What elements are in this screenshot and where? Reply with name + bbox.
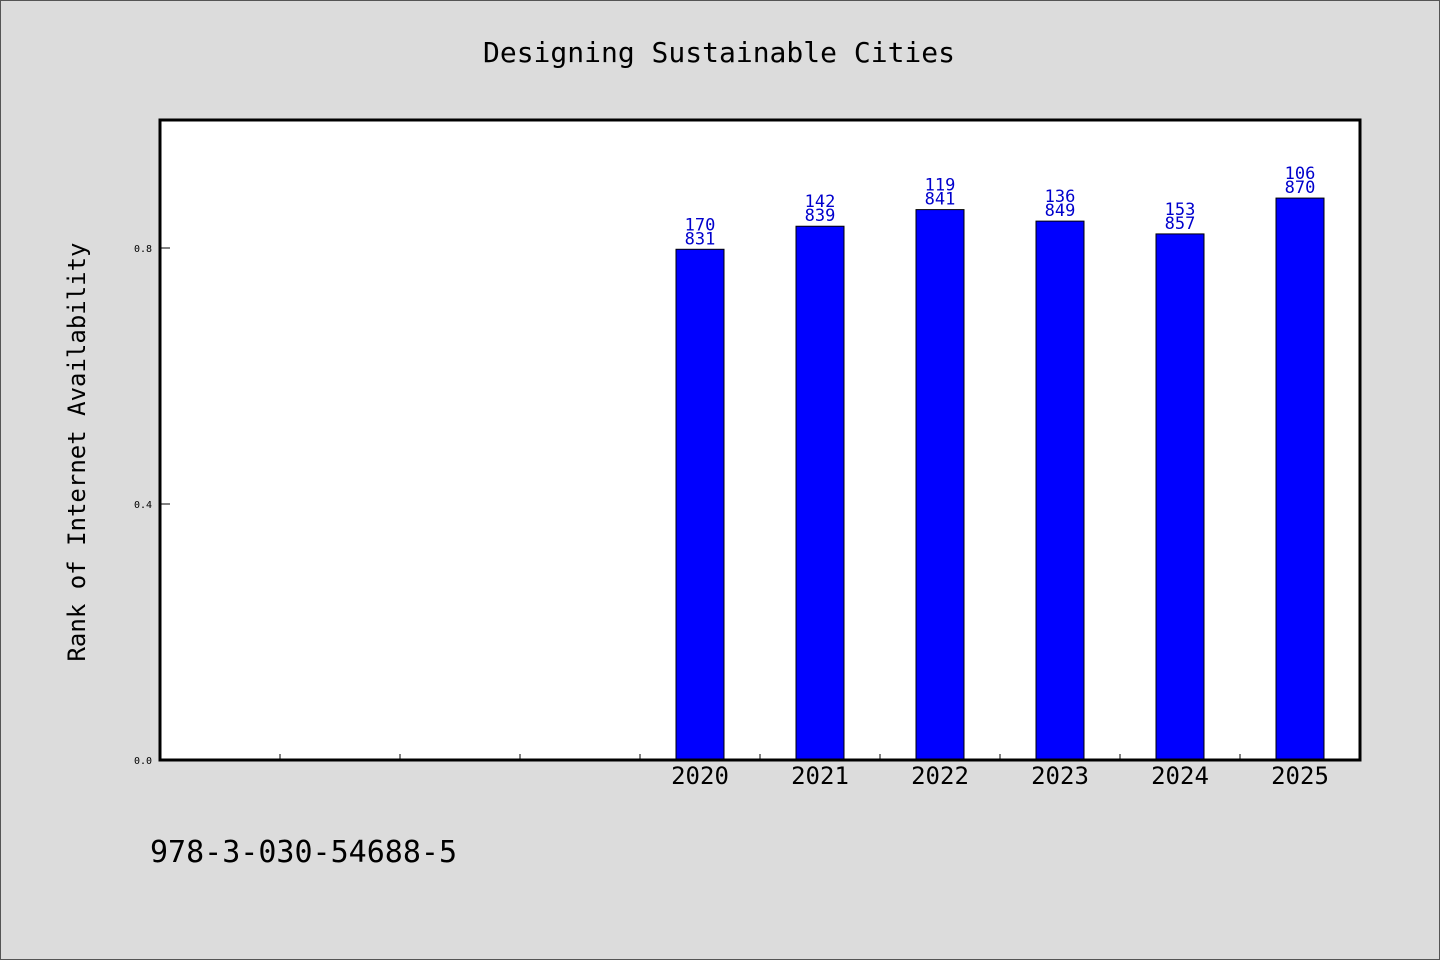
data-label-top: 153 xyxy=(1165,200,1196,220)
x-tick-label: 2023 xyxy=(1031,762,1089,790)
bar-2023 xyxy=(1035,220,1085,761)
bar-2021 xyxy=(795,225,845,761)
data-label-top: 170 xyxy=(685,215,716,235)
chart-title: Designing Sustainable Cities xyxy=(483,36,955,69)
x-axis: 2020 2021 2022 2023 2024 2025 xyxy=(279,754,1329,790)
data-label-bottom: 870 xyxy=(1285,178,1316,198)
x-tick-label: 2022 xyxy=(911,762,969,790)
data-label-bottom: 849 xyxy=(1045,201,1076,221)
bar-2024 xyxy=(1155,233,1205,761)
plot-border xyxy=(158,118,1362,762)
y-tick-label: 0.4 xyxy=(134,500,152,511)
y-axis-label: Rank of Internet Availability xyxy=(63,242,91,661)
bar-2022 xyxy=(915,209,965,761)
data-label-top: 119 xyxy=(925,176,956,196)
data-label-bottom: 841 xyxy=(925,190,956,210)
data-label-top: 106 xyxy=(1285,164,1316,184)
data-label-bottom: 831 xyxy=(685,229,716,249)
data-label-top: 142 xyxy=(805,192,836,212)
bars-layer xyxy=(675,197,1325,761)
y-tick-label: 0.0 xyxy=(134,756,152,767)
y-tick-label: 0.8 xyxy=(134,244,152,255)
bar-2025 xyxy=(1275,197,1325,761)
x-tick-label: 2025 xyxy=(1271,762,1329,790)
data-label-top: 136 xyxy=(1045,187,1076,207)
data-label-bottom: 839 xyxy=(805,206,836,226)
data-label-bottom: 857 xyxy=(1165,214,1196,234)
bar-2020 xyxy=(675,248,725,761)
isbn-text: 978-3-030-54688-5 xyxy=(150,835,457,870)
x-tick-label: 2021 xyxy=(791,762,849,790)
x-tick-label: 2020 xyxy=(671,762,729,790)
x-tick-label: 2024 xyxy=(1151,762,1209,790)
